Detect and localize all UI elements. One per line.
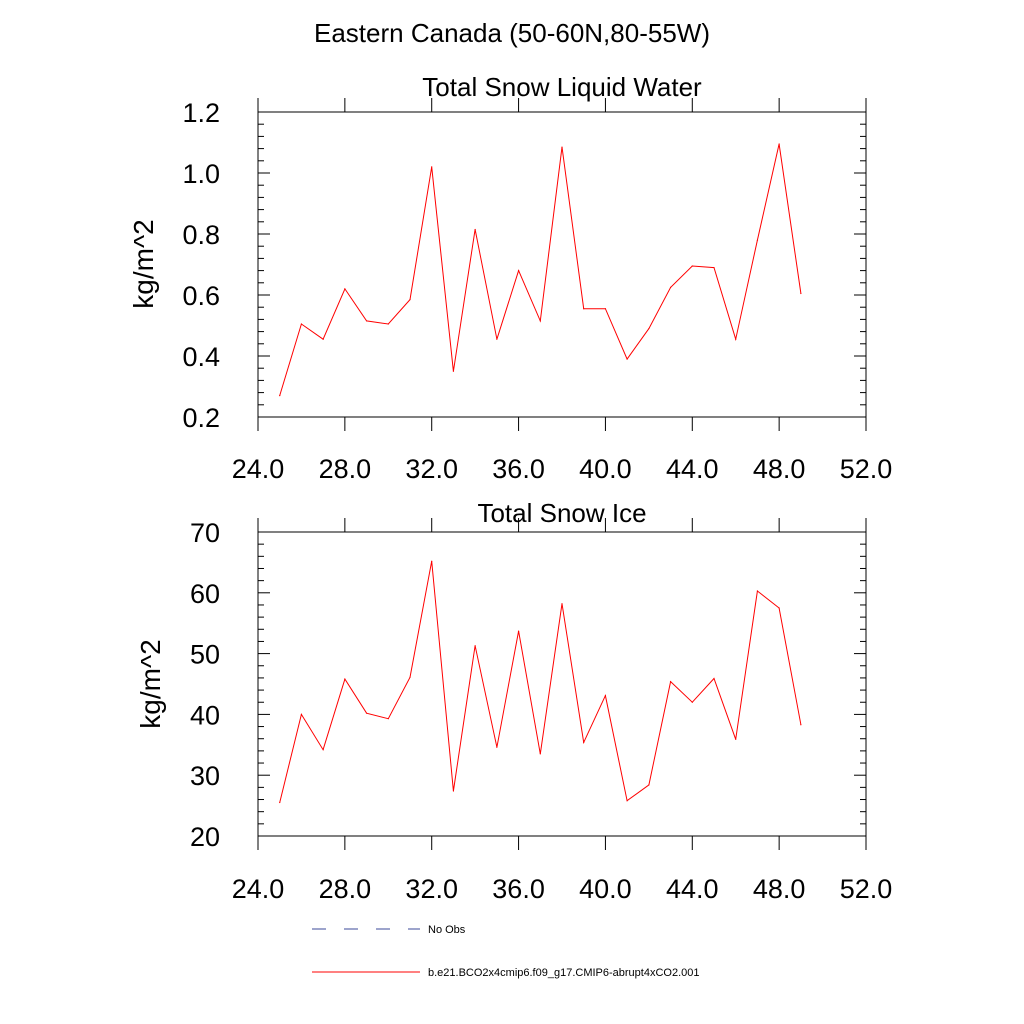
data-point <box>691 701 693 703</box>
data-point <box>452 370 455 372</box>
x-tick-label: 44.0 <box>666 874 719 904</box>
y-axis-label: kg/m^2 <box>135 639 166 728</box>
data-point <box>604 694 607 697</box>
data-point <box>300 713 303 716</box>
x-tick-label: 32.0 <box>405 874 458 904</box>
x-tick-label: 40.0 <box>579 874 632 904</box>
data-point <box>539 753 541 755</box>
x-tick-label: 24.0 <box>232 454 285 484</box>
y-tick-label: 0.8 <box>182 220 220 250</box>
data-point <box>626 800 628 802</box>
data-point <box>735 338 737 340</box>
x-tick-label: 36.0 <box>492 874 545 904</box>
data-point <box>735 738 737 740</box>
y-tick-label: 1.2 <box>182 98 220 128</box>
x-tick-label: 32.0 <box>405 454 458 484</box>
data-point <box>496 746 498 748</box>
chart-panel-2: Total Snow Ice 24.0 28.0 32.0 36.0 40.0 44.0 48… <box>135 498 892 904</box>
plot-frame <box>257 111 867 418</box>
y-tick-label: 60 <box>190 579 220 609</box>
data-point <box>583 741 585 743</box>
data-point <box>756 590 759 592</box>
data-point <box>365 320 368 322</box>
panel-title: Total Snow Ice <box>477 498 646 528</box>
data-point <box>387 718 389 720</box>
data-point <box>713 266 715 269</box>
series-line <box>279 143 802 396</box>
legend: No Obs b.e21.BCO2x4cmip6.f09_g17.CMIP6-ab… <box>312 924 700 979</box>
data-point <box>517 270 520 272</box>
plot-frame <box>257 531 867 837</box>
data-point <box>409 676 411 678</box>
data-point <box>452 790 455 792</box>
x-tick-label: 24.0 <box>232 874 285 904</box>
figure-title: Eastern Canada (50-60N,80-55W) <box>314 18 710 48</box>
data-point <box>669 680 672 683</box>
data-point <box>778 143 780 145</box>
data-point <box>431 560 433 562</box>
data-point <box>344 678 346 680</box>
data-point <box>691 265 693 267</box>
data-point <box>365 712 368 714</box>
y-tick-label: 70 <box>190 518 220 548</box>
y-tick-label: 30 <box>190 761 220 791</box>
data-point <box>496 338 498 340</box>
data-point <box>322 338 324 340</box>
chart-panel-1: Total Snow Liquid Water 24.0 28.0 32.0 36.0 4… <box>128 72 892 484</box>
x-tick-label: 28.0 <box>319 874 372 904</box>
y-tick-label: 50 <box>190 640 220 670</box>
data-point <box>800 724 802 726</box>
x-tick-label: 28.0 <box>319 454 372 484</box>
data-point <box>583 308 585 310</box>
data-point <box>669 286 672 288</box>
y-tick-label: 0.6 <box>182 281 220 311</box>
x-tick-label: 36.0 <box>492 454 545 484</box>
data-point <box>409 298 411 301</box>
data-point <box>387 323 389 325</box>
data-point <box>300 323 303 325</box>
y-tick-label: 20 <box>190 822 220 852</box>
x-tick-label: 52.0 <box>840 454 893 484</box>
data-point <box>626 358 628 360</box>
data-point <box>561 603 563 605</box>
x-tick-label: 44.0 <box>666 454 719 484</box>
data-point <box>539 320 541 322</box>
y-tick-label: 0.4 <box>182 342 220 372</box>
data-point <box>800 292 802 295</box>
data-point <box>778 607 780 609</box>
data-point <box>474 645 476 647</box>
data-point <box>322 749 324 751</box>
y-tick-label: 1.0 <box>182 159 220 189</box>
data-point <box>756 239 759 241</box>
legend-label: b.e21.BCO2x4cmip6.f09_g17.CMIP6-abrupt4x… <box>428 967 700 979</box>
data-point <box>431 166 433 168</box>
data-point <box>648 784 650 786</box>
legend-label: No Obs <box>428 924 466 936</box>
panel-title: Total Snow Liquid Water <box>422 72 702 102</box>
data-point <box>604 308 607 310</box>
data-point <box>474 228 476 231</box>
data-point <box>517 630 520 632</box>
legend-item: b.e21.BCO2x4cmip6.f09_g17.CMIP6-abrupt4x… <box>312 967 700 979</box>
data-point <box>344 288 346 290</box>
series-line <box>279 561 802 803</box>
x-tick-label: 48.0 <box>753 454 806 484</box>
data-point <box>279 395 281 397</box>
y-tick-label: 0.2 <box>182 403 220 433</box>
data-point <box>279 801 281 804</box>
y-axis-label: kg/m^2 <box>128 219 159 308</box>
data-point <box>648 327 650 330</box>
data-point <box>561 146 563 148</box>
x-tick-label: 52.0 <box>840 874 893 904</box>
data-point <box>713 677 715 680</box>
x-tick-label: 40.0 <box>579 454 632 484</box>
legend-item: No Obs <box>312 924 466 936</box>
y-tick-label: 40 <box>190 700 220 730</box>
x-tick-label: 48.0 <box>753 874 806 904</box>
